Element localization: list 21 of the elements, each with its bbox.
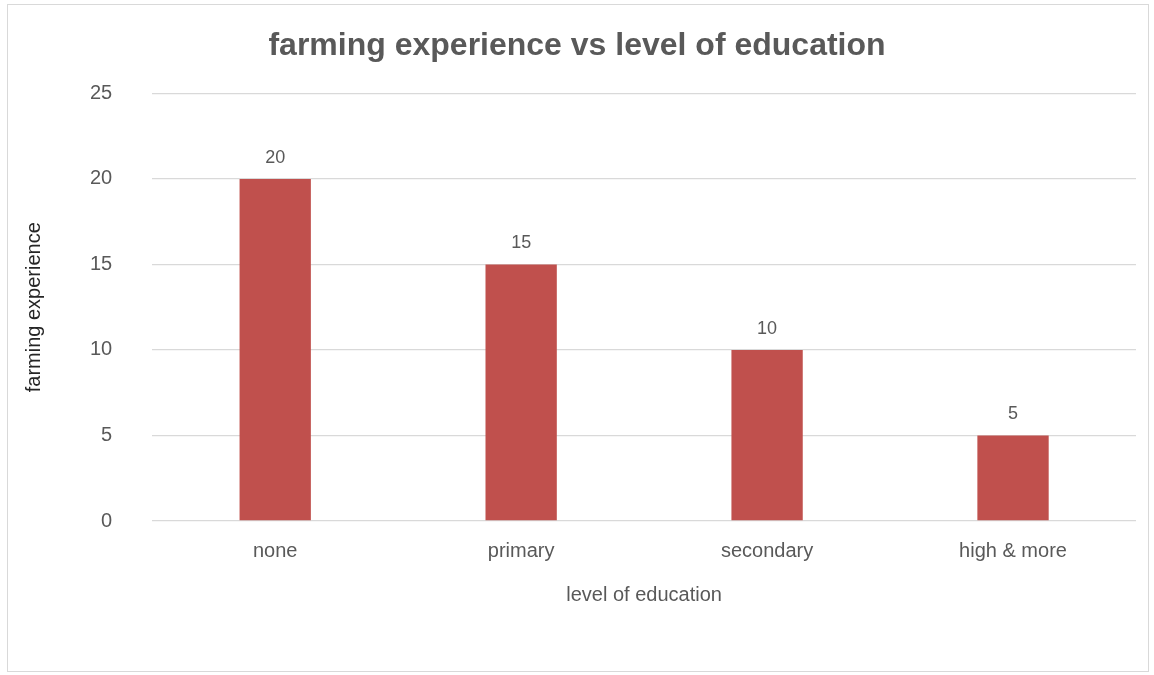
x-tick-label: high & more (959, 538, 1067, 561)
bar (239, 178, 311, 521)
x-axis-title: level of education (566, 582, 722, 605)
y-tick-label: 10 (90, 337, 113, 360)
y-tick-label: 15 (90, 251, 113, 274)
data-label: 10 (757, 317, 778, 338)
data-label: 20 (265, 146, 286, 167)
bar (731, 349, 803, 521)
chart-title: farming experience vs level of education (268, 26, 886, 63)
y-tick-label: 20 (90, 166, 113, 189)
x-tick-label: secondary (720, 538, 814, 561)
bar (485, 264, 557, 521)
y-tick-label: 5 (101, 423, 113, 445)
y-axis-title: farming experience (21, 222, 44, 393)
bar (977, 435, 1049, 521)
y-tick-label: 0 (101, 508, 113, 531)
x-tick-label: primary (487, 538, 555, 561)
data-label: 5 (1008, 403, 1019, 424)
data-label: 15 (511, 232, 532, 253)
y-tick-label: 25 (90, 80, 113, 103)
x-tick-label: none (252, 538, 298, 561)
